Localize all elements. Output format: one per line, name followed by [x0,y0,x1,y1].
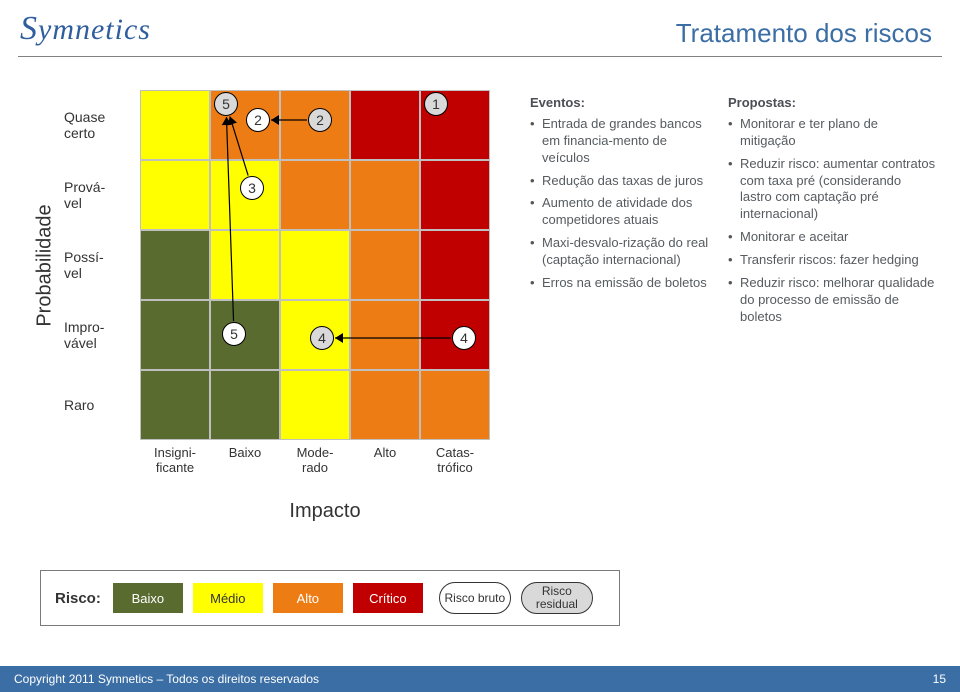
events-item: Aumento de atividade dos competidores at… [530,195,710,229]
brand-logo: Symnetics [20,10,151,48]
proposals-column: Propostas: Monitorar e ter plano de miti… [728,95,936,332]
y-axis-title: Probabilidade [30,90,60,440]
col-label: Alto [350,446,420,476]
page-title: Tratamento dos riscos [676,18,932,49]
risk-cell [210,370,280,440]
risk-cell [140,160,210,230]
events-item: Maxi-desvalo-rização do real (captação i… [530,235,710,269]
legend-chip: Alto [273,583,343,613]
risk-bubble: 3 [240,176,264,200]
row-label: Impro-vável [64,300,130,370]
risk-cell [420,230,490,300]
footer-page-number: 15 [933,672,946,686]
legend-chip: Crítico [353,583,423,613]
proposals-item: Reduzir risco: melhorar qualidade do pro… [728,275,936,326]
proposals-list: Monitorar e ter plano de mitigação Reduzi… [728,116,936,326]
row-label: Possí-vel [64,230,130,300]
col-label: Insigni-ficante [140,446,210,476]
legend-oval: Risco residual [521,582,593,614]
risk-cell [350,370,420,440]
risk-slide: Symnetics Tratamento dos riscos Probabil… [0,0,960,692]
risk-matrix: Probabilidade Quase certoPrová-velPossí-… [30,90,520,550]
proposals-item: Reduzir risco: aumentar contratos com ta… [728,156,936,224]
proposals-item: Monitorar e ter plano de mitigação [728,116,936,150]
col-label: Catas-trófico [420,446,490,476]
risk-cell [420,370,490,440]
legend-chip: Médio [193,583,263,613]
risk-bubble: 4 [310,326,334,350]
col-label: Mode-rado [280,446,350,476]
header-divider [18,56,942,57]
risk-cell [280,370,350,440]
x-axis-title: Impacto [150,500,500,523]
col-labels: Insigni-ficanteBaixoMode-radoAltoCatas-t… [140,446,490,476]
risk-cell [350,160,420,230]
events-heading: Eventos: [530,95,710,112]
risk-cell [210,230,280,300]
risk-cell [140,300,210,370]
events-list: Entrada de grandes bancos em financia-me… [530,116,710,292]
events-item: Entrada de grandes bancos em financia-me… [530,116,710,167]
col-label: Baixo [210,446,280,476]
events-item: Redução das taxas de juros [530,173,710,190]
proposals-item: Transferir riscos: fazer hedging [728,252,936,269]
events-column: Eventos: Entrada de grandes bancos em fi… [530,95,710,298]
risk-cell [280,160,350,230]
risk-bubble: 1 [424,92,448,116]
risk-legend: Risco: Baixo Médio Alto Crítico Risco bruto… [40,570,620,626]
risk-cell [350,300,420,370]
legend-oval: Risco bruto [439,582,511,614]
legend-chips: Baixo Médio Alto Crítico [113,583,423,613]
proposals-item: Monitorar e aceitar [728,229,936,246]
risk-cell [420,160,490,230]
risk-cell [140,90,210,160]
risk-bubble: 4 [452,326,476,350]
row-label: Prová-vel [64,160,130,230]
proposals-heading: Propostas: [728,95,936,112]
events-item: Erros na emissão de boletos [530,275,710,292]
risk-cell [350,90,420,160]
row-label: Quase certo [64,90,130,160]
risk-grid: 52213544 [140,90,490,440]
risk-bubble: 5 [222,322,246,346]
risk-bubble: 2 [308,108,332,132]
risk-bubble: 5 [214,92,238,116]
footer-copyright: Copyright 2011 Symnetics – Todos os dire… [14,672,319,686]
legend-label: Risco: [55,590,101,607]
slide-footer: Copyright 2011 Symnetics – Todos os dire… [0,666,960,692]
risk-cell [280,230,350,300]
risk-cell [140,230,210,300]
risk-cell [350,230,420,300]
legend-chip: Baixo [113,583,183,613]
risk-bubble: 2 [246,108,270,132]
risk-cell [140,370,210,440]
row-label: Raro [64,370,130,440]
row-labels: Quase certoPrová-velPossí-velImpro-vável… [64,90,130,440]
legend-ovals: Risco bruto Risco residual [439,582,593,614]
y-axis-title-text: Probabilidade [34,204,57,326]
